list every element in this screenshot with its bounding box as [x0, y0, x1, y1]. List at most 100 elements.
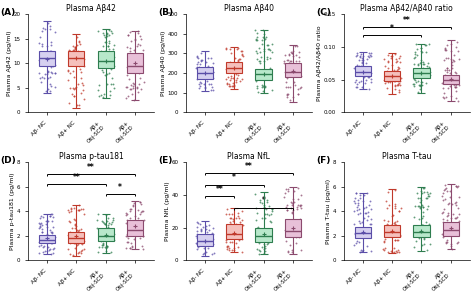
- Point: [440, 188, 448, 193]
- Point: [73, 35, 81, 40]
- Point: [351, 198, 358, 203]
- Point: [361, 226, 369, 230]
- Point: [450, 53, 458, 57]
- Point: [290, 234, 298, 238]
- Point: [354, 228, 362, 233]
- Point: [66, 48, 73, 53]
- Point: [208, 85, 216, 89]
- Point: [72, 225, 79, 230]
- Point: [49, 51, 57, 55]
- Point: [359, 248, 367, 252]
- Point: [253, 38, 260, 42]
- Point: [267, 220, 275, 225]
- Point: [200, 251, 207, 256]
- Point: [414, 62, 422, 66]
- Point: [288, 59, 295, 63]
- Point: [265, 234, 273, 238]
- Point: [46, 214, 54, 219]
- Point: [196, 236, 203, 241]
- Point: [296, 203, 303, 207]
- Point: [268, 206, 276, 211]
- Point: [233, 234, 241, 239]
- Point: [352, 84, 360, 89]
- Point: [64, 77, 72, 82]
- Point: [420, 236, 428, 241]
- Point: [71, 52, 78, 57]
- Point: [65, 48, 73, 53]
- Bar: [197, 67, 213, 79]
- Point: [388, 249, 395, 254]
- Point: [268, 42, 275, 46]
- Point: [443, 240, 451, 244]
- Point: [283, 92, 291, 97]
- Point: [354, 70, 362, 75]
- Point: [391, 219, 399, 224]
- Point: [36, 239, 43, 244]
- Point: [203, 74, 211, 78]
- Point: [392, 230, 399, 235]
- Point: [64, 69, 72, 73]
- Point: [110, 43, 118, 47]
- Point: [193, 54, 201, 59]
- Point: [259, 28, 267, 32]
- Point: [357, 71, 365, 75]
- Point: [284, 57, 292, 62]
- Point: [209, 87, 217, 92]
- Point: [387, 79, 394, 84]
- Point: [282, 227, 289, 232]
- Point: [44, 76, 52, 81]
- Point: [381, 240, 388, 244]
- Point: [396, 54, 404, 59]
- Point: [225, 82, 233, 87]
- Point: [108, 222, 115, 227]
- Point: [268, 88, 276, 93]
- Point: [70, 68, 77, 73]
- Point: [38, 227, 46, 231]
- Point: [103, 33, 111, 38]
- Point: [454, 184, 462, 189]
- Point: [236, 57, 244, 62]
- Point: [361, 81, 368, 85]
- Point: [415, 82, 423, 87]
- Point: [76, 42, 84, 46]
- Point: [288, 200, 296, 205]
- Point: [411, 70, 419, 75]
- Point: [426, 191, 433, 196]
- Point: [356, 196, 364, 200]
- Point: [39, 44, 46, 49]
- Point: [39, 26, 46, 31]
- Point: [384, 189, 392, 194]
- Point: [66, 86, 73, 91]
- Point: [239, 54, 246, 59]
- Point: [236, 61, 243, 66]
- Point: [416, 195, 423, 200]
- Point: [131, 37, 139, 42]
- Point: [135, 82, 143, 86]
- Point: [448, 65, 456, 70]
- Point: [388, 54, 395, 59]
- Point: [289, 209, 296, 214]
- Point: [391, 206, 399, 211]
- Point: [127, 87, 135, 91]
- Point: [80, 57, 87, 62]
- Point: [232, 240, 239, 245]
- Point: [70, 61, 78, 66]
- Point: [204, 238, 211, 242]
- Point: [105, 38, 112, 43]
- Point: [441, 186, 449, 191]
- Point: [236, 57, 243, 62]
- Point: [196, 80, 204, 84]
- Point: [123, 234, 130, 239]
- Point: [201, 240, 209, 244]
- Point: [108, 56, 115, 60]
- Point: [252, 218, 259, 223]
- Point: [209, 65, 216, 70]
- Point: [291, 82, 298, 87]
- Point: [100, 52, 108, 57]
- Point: [383, 233, 391, 238]
- Point: [452, 221, 459, 225]
- Point: [196, 236, 204, 241]
- Point: [442, 47, 449, 52]
- Point: [446, 74, 454, 79]
- Point: [425, 65, 432, 69]
